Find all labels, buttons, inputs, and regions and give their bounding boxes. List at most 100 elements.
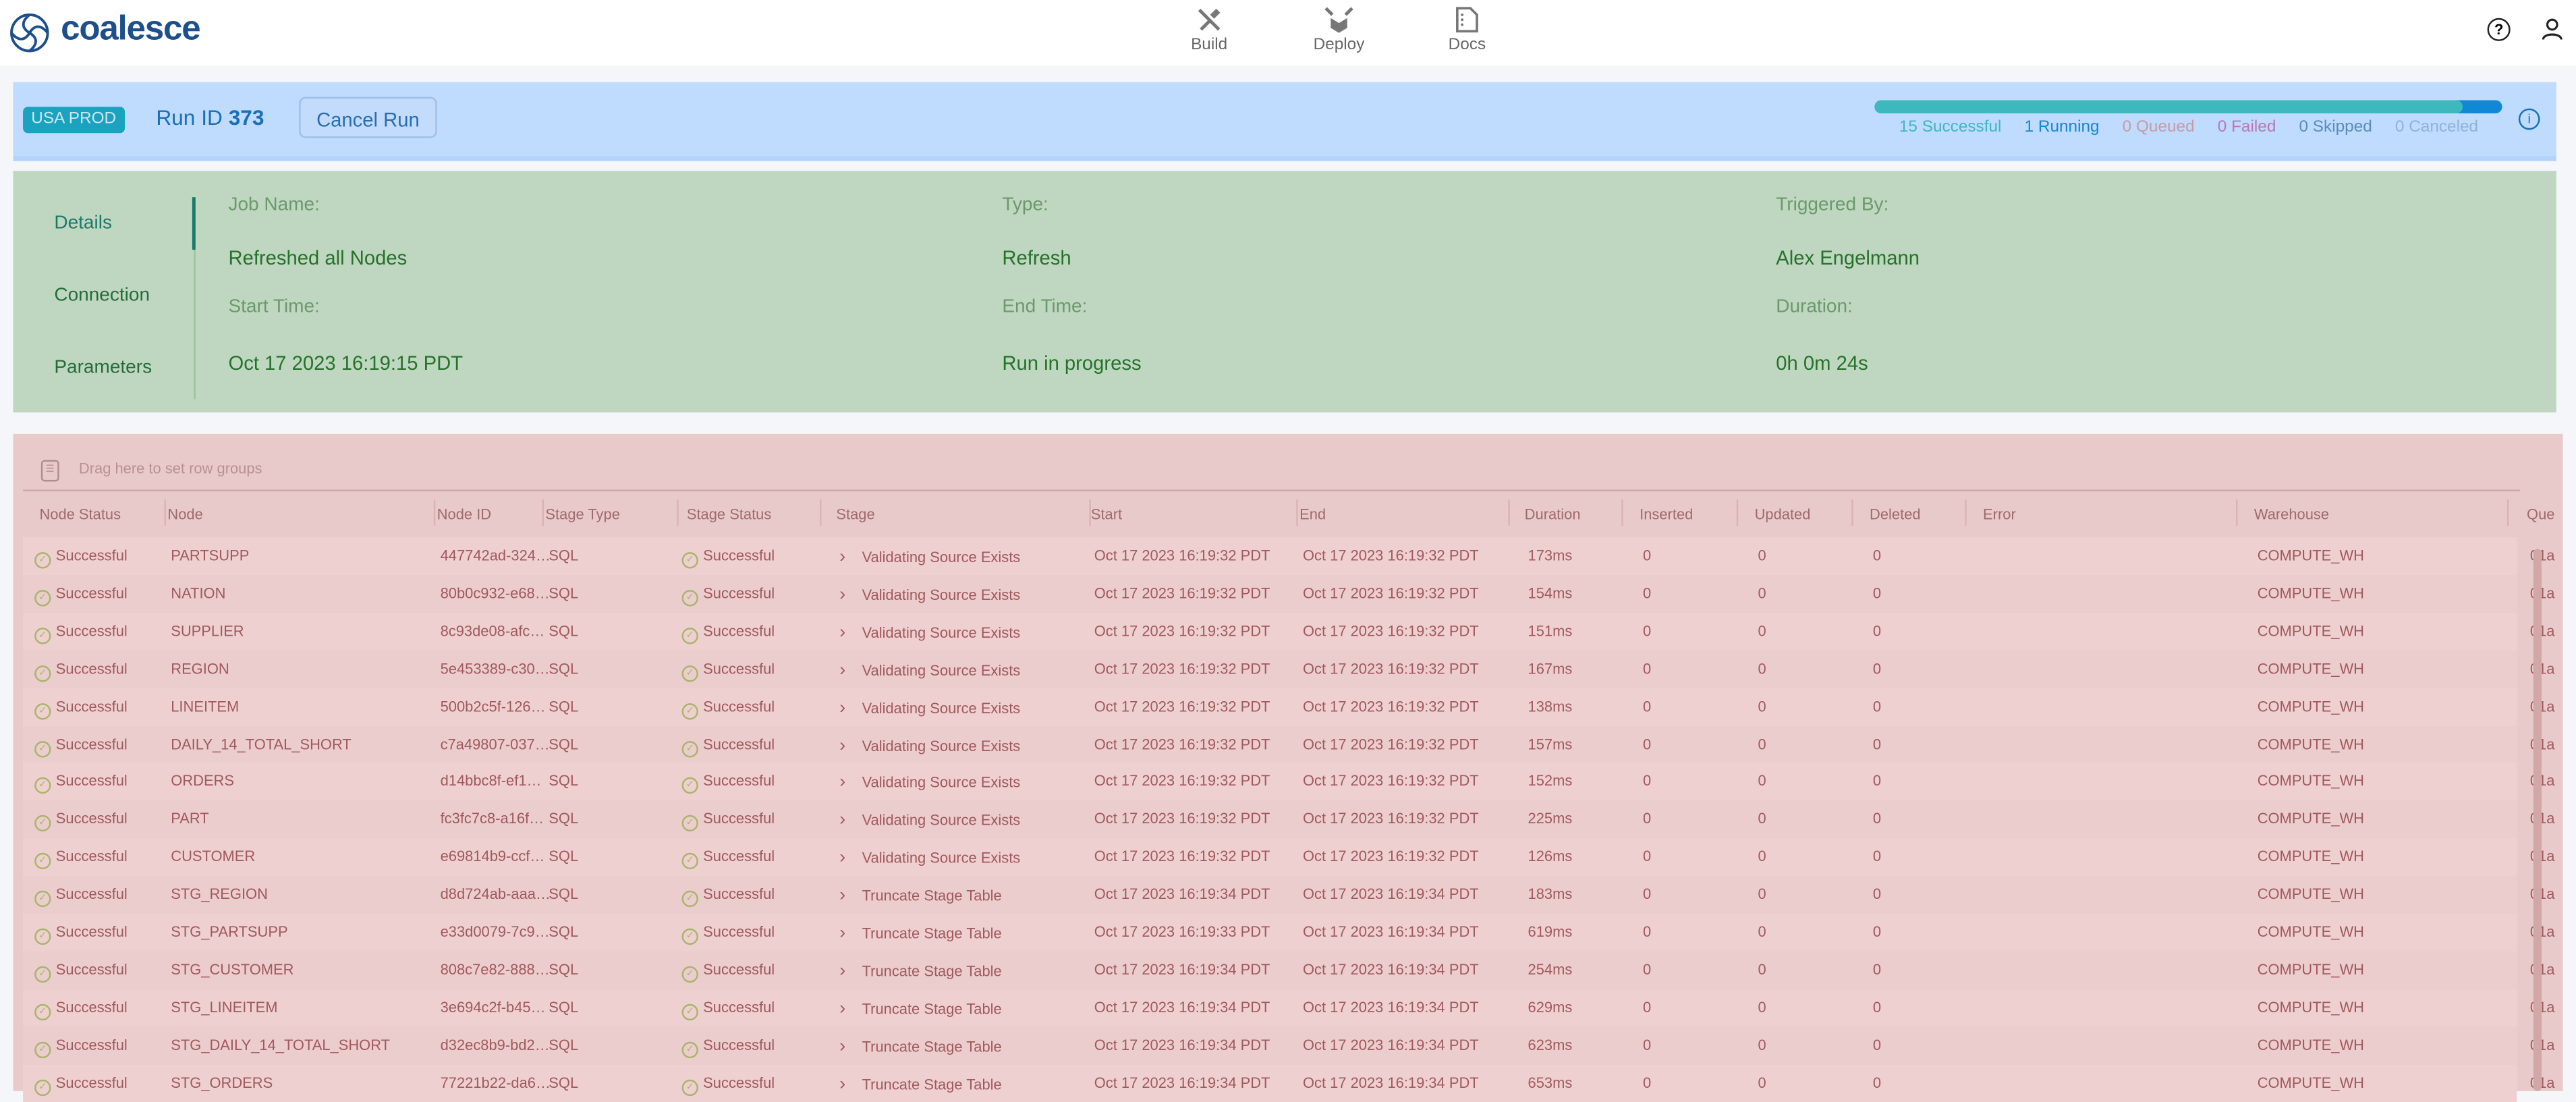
chevron-right-icon[interactable]: › (839, 1036, 846, 1056)
column-resize-handle[interactable] (433, 499, 436, 526)
success-check-icon: ✓ (681, 815, 698, 832)
cell-start: Oct 17 2023 16:19:32 PDT (1094, 660, 1270, 676)
cell-text: SQL (549, 735, 579, 752)
column-resize-handle[interactable] (1296, 499, 1298, 526)
column-resize-handle[interactable] (677, 499, 679, 526)
table-row[interactable]: ✓ Successful LINEITEM 500b2c5f-126… SQL ✓ Succ… (23, 688, 2555, 726)
table-row[interactable]: ✓ Successful CUSTOMER e69814b9-ccf… SQL ✓ Succ… (23, 838, 2555, 877)
vertical-scrollbar[interactable] (2533, 549, 2542, 1091)
table-row[interactable]: ✓ Successful STG_ORDERS 77221b22-da6… SQL ✓ Su… (23, 1064, 2555, 1102)
cell-updated: 0 (1758, 1037, 1766, 1053)
nav-build[interactable]: Build (1160, 7, 1258, 55)
table-row[interactable]: ✓ Successful STG_CUSTOMER 808c7e82-888… SQL ✓… (23, 951, 2555, 989)
app-logo[interactable]: coalesce (61, 9, 201, 48)
chevron-right-icon[interactable]: › (839, 660, 846, 680)
column-resize-handle[interactable] (164, 499, 166, 526)
success-check-icon: ✓ (34, 777, 51, 795)
table-row[interactable]: ✓ Successful SUPPLIER 8c93de08-afc… SQL ✓ Succ… (23, 612, 2555, 651)
cell-text: 619ms (1528, 923, 1573, 940)
cell-text: 0 (1758, 885, 1766, 903)
table-row[interactable]: ✓ Successful DAILY_14_TOTAL_SHORT c7a49807-… (23, 725, 2555, 764)
table-row[interactable]: ✓ Successful ORDERS d14bbc8f-ef1… SQL ✓ Succes… (23, 763, 2555, 801)
cell-stage: › Validating Source Exists (839, 547, 1020, 567)
column-resize-handle[interactable] (2507, 499, 2509, 526)
table-row[interactable]: ✓ Successful STG_LINEITEM 3e694c2f-b45… SQL ✓… (23, 989, 2555, 1027)
help-icon[interactable]: ? (2487, 18, 2511, 41)
cell-text: Successful (703, 848, 775, 865)
table-row[interactable]: ✓ Successful STG_PARTSUPP e33d0079-7c9… SQL ✓… (23, 913, 2555, 952)
nav-deploy[interactable]: Deploy (1289, 7, 1388, 55)
cell-text: Oct 17 2023 16:19:34 PDT (1302, 923, 1479, 940)
table-row[interactable]: ✓ Successful PART fc3fc7c8-a16f… SQL ✓ Success… (23, 800, 2555, 839)
cell-stage: › Truncate Stage Table (839, 1074, 1001, 1094)
column-header-node-id[interactable]: Node ID (437, 505, 492, 523)
cell-updated: 0 (1758, 547, 1766, 563)
chevron-right-icon[interactable]: › (839, 885, 846, 906)
column-header-inserted[interactable]: Inserted (1640, 505, 1693, 523)
column-resize-handle[interactable] (2236, 499, 2238, 526)
cell-stage-type: SQL (549, 923, 578, 939)
column-resize-handle[interactable] (1508, 499, 1510, 526)
chevron-right-icon[interactable]: › (839, 735, 846, 755)
column-header-stage-status[interactable]: Stage Status (686, 505, 772, 523)
chevron-right-icon[interactable]: › (839, 810, 846, 831)
user-icon[interactable] (2542, 18, 2563, 41)
column-header-node-status[interactable]: Node Status (39, 505, 121, 523)
chevron-right-icon[interactable]: › (839, 998, 846, 1019)
column-header-updated[interactable]: Updated (1754, 505, 1811, 523)
run-id: Run ID 373 (156, 105, 264, 130)
success-check-icon: ✓ (34, 552, 51, 569)
column-resize-handle[interactable] (1965, 499, 1967, 526)
tab-details[interactable]: Details (54, 213, 112, 233)
cell-updated: 0 (1758, 999, 1766, 1015)
chevron-right-icon[interactable]: › (839, 622, 846, 642)
column-header-error[interactable]: Error (1983, 505, 2016, 523)
table-row[interactable]: ✓ Successful NATION 80b0c932-e68… SQL ✓ Succes… (23, 574, 2555, 613)
cell-start: Oct 17 2023 16:19:32 PDT (1094, 698, 1270, 714)
chevron-right-icon[interactable]: › (839, 961, 846, 981)
cancel-run-button[interactable]: Cancel Run (299, 97, 437, 138)
cell-text: Successful (703, 735, 775, 752)
chevron-right-icon[interactable]: › (839, 773, 846, 793)
tab-connection[interactable]: Connection (54, 285, 150, 306)
cell-text: 225ms (1528, 810, 1573, 827)
column-resize-handle[interactable] (1736, 499, 1739, 526)
table-row[interactable]: ✓ Successful REGION 5e453389-c30… SQL ✓ Succes… (23, 650, 2555, 688)
chevron-right-icon[interactable]: › (839, 848, 846, 869)
column-header-stage-type[interactable]: Stage Type (545, 505, 620, 523)
cell-text: 0 (1643, 848, 1652, 865)
cell-node: STG_ORDERS (171, 1074, 273, 1091)
chevron-right-icon[interactable]: › (839, 584, 846, 605)
cell-node: LINEITEM (171, 698, 239, 714)
cell-text: Oct 17 2023 16:19:32 PDT (1302, 622, 1479, 639)
column-header-duration[interactable]: Duration (1524, 505, 1581, 523)
column-resize-handle[interactable] (542, 499, 544, 526)
chevron-right-icon[interactable]: › (839, 697, 846, 718)
chevron-right-icon[interactable]: › (839, 547, 846, 568)
column-header-start[interactable]: Start (1090, 505, 1123, 523)
cell-text: Successful (703, 998, 775, 1016)
chevron-right-icon[interactable]: › (839, 923, 846, 943)
row-group-dropzone[interactable]: Drag here to set row groups (78, 460, 262, 477)
column-header-node[interactable]: Node (167, 505, 203, 523)
column-resize-handle[interactable] (1621, 499, 1623, 526)
table-row[interactable]: ✓ Successful PARTSUPP 447742ad-324… SQL ✓ Succ… (23, 537, 2555, 576)
column-header-warehouse[interactable]: Warehouse (2253, 505, 2330, 523)
tab-parameters[interactable]: Parameters (54, 358, 152, 379)
table-row[interactable]: ✓ Successful STG_DAILY_14_TOTAL_SHORT d32ec… (23, 1026, 2555, 1065)
column-header-deleted[interactable]: Deleted (1870, 505, 1921, 523)
cell-warehouse: COMPUTE_WH (2258, 999, 2364, 1015)
cell-stage-type: SQL (549, 886, 578, 902)
column-header-stage[interactable]: Stage (836, 505, 875, 523)
chevron-right-icon[interactable]: › (839, 1074, 846, 1094)
column-header-query-id[interactable]: Que (2527, 505, 2555, 523)
nav-docs[interactable]: Docs (1418, 7, 1516, 55)
info-icon[interactable]: i (2518, 108, 2540, 130)
cell-text: Oct 17 2023 16:19:32 PDT (1094, 810, 1270, 827)
column-header-end[interactable]: End (1299, 505, 1326, 523)
column-resize-handle[interactable] (820, 499, 822, 526)
table-row[interactable]: ✓ Successful STG_REGION d8d724ab-aaa… SQL ✓ Su… (23, 876, 2555, 914)
column-resize-handle[interactable] (1851, 499, 1853, 526)
column-resize-handle[interactable] (1089, 499, 1091, 526)
cell-node-id: 3e694c2f-b45… (441, 999, 546, 1015)
